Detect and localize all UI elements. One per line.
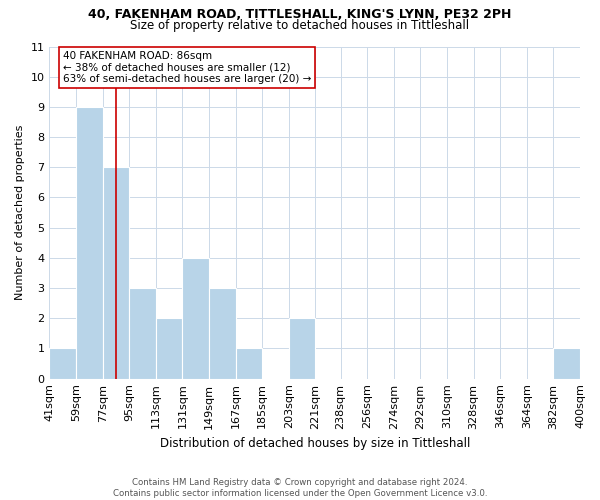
- Bar: [182, 258, 209, 378]
- Y-axis label: Number of detached properties: Number of detached properties: [15, 125, 25, 300]
- Bar: [49, 348, 76, 378]
- X-axis label: Distribution of detached houses by size in Tittleshall: Distribution of detached houses by size …: [160, 437, 470, 450]
- Bar: [209, 288, 236, 378]
- Text: 40 FAKENHAM ROAD: 86sqm
← 38% of detached houses are smaller (12)
63% of semi-de: 40 FAKENHAM ROAD: 86sqm ← 38% of detache…: [63, 51, 311, 84]
- Bar: [76, 107, 103, 378]
- Bar: [103, 168, 129, 378]
- Bar: [156, 318, 182, 378]
- Bar: [553, 348, 580, 378]
- Text: Size of property relative to detached houses in Tittleshall: Size of property relative to detached ho…: [130, 18, 470, 32]
- Bar: [289, 318, 316, 378]
- Bar: [129, 288, 156, 378]
- Text: Contains HM Land Registry data © Crown copyright and database right 2024.
Contai: Contains HM Land Registry data © Crown c…: [113, 478, 487, 498]
- Bar: [236, 348, 262, 378]
- Text: 40, FAKENHAM ROAD, TITTLESHALL, KING'S LYNN, PE32 2PH: 40, FAKENHAM ROAD, TITTLESHALL, KING'S L…: [88, 8, 512, 20]
